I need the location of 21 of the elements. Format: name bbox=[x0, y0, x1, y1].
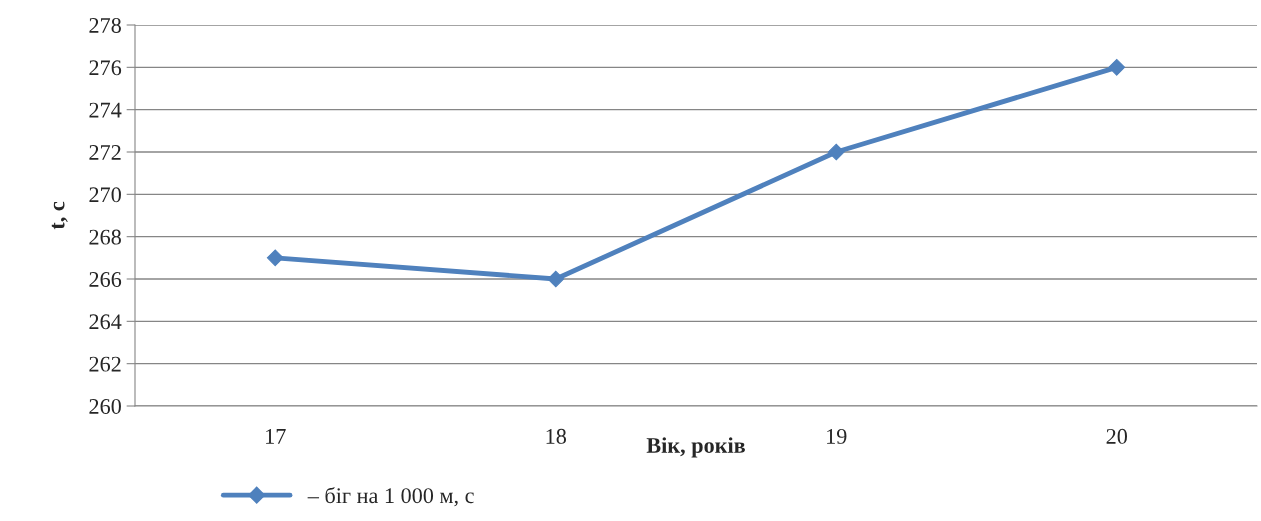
point bbox=[827, 143, 845, 161]
y-tick-label: 262 bbox=[89, 356, 121, 372]
x-tick-label: 17 bbox=[266, 428, 286, 444]
x-axis-title: Вік, років bbox=[646, 437, 745, 458]
point bbox=[547, 270, 565, 288]
y-tick-label: 270 bbox=[89, 187, 121, 203]
y-tick-label: 264 bbox=[89, 314, 122, 330]
y-axis-title: t, с bbox=[51, 201, 68, 230]
y-tick-label: 274 bbox=[89, 102, 122, 118]
x-tick-label: 20 bbox=[1106, 428, 1128, 444]
point bbox=[266, 249, 284, 267]
x-tick-label: 18 bbox=[546, 428, 567, 444]
point bbox=[1108, 58, 1126, 76]
y-tick-label: 268 bbox=[89, 229, 121, 245]
x-tick-label: 19 bbox=[827, 428, 847, 444]
y-tick-label: 278 bbox=[89, 17, 121, 33]
legend-label: – біг на 1 000 м, с bbox=[307, 487, 474, 507]
y-tick-label: 260 bbox=[89, 398, 121, 414]
y-tick-label: 276 bbox=[89, 60, 122, 76]
y-tick-label: 272 bbox=[89, 144, 121, 160]
y-tick-label: 266 bbox=[89, 271, 122, 287]
